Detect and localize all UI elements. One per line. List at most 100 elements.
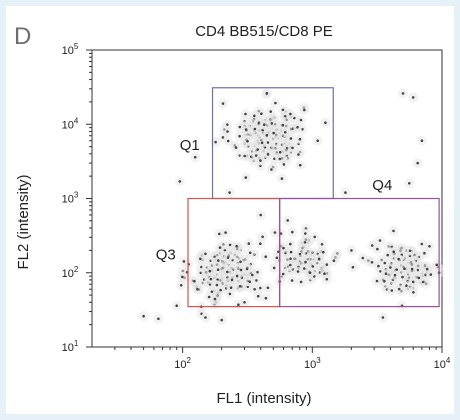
event-point: [429, 273, 433, 276]
event-point: [420, 139, 424, 142]
event-point: [390, 289, 394, 292]
y-tick-label: 102: [62, 265, 79, 280]
event-point: [325, 263, 329, 266]
event-point: [218, 246, 222, 249]
event-point: [224, 231, 227, 234]
event-point: [298, 252, 302, 256]
event-point: [425, 267, 429, 271]
event-point: [230, 278, 234, 282]
y-axis-label: FL2 (intensity): [15, 174, 32, 269]
event-point: [245, 267, 249, 271]
event-point: [275, 256, 279, 260]
event-point: [248, 251, 252, 255]
event-point: [299, 280, 303, 284]
event-point: [193, 155, 197, 159]
event-point: [175, 304, 178, 308]
panel-letter: D: [14, 23, 31, 50]
event-point: [228, 243, 232, 247]
event-point: [228, 191, 231, 194]
event-point: [255, 279, 258, 282]
gate-label-q1: Q1: [180, 137, 200, 154]
event-point: [281, 272, 285, 276]
event-point: [324, 121, 327, 124]
event-point: [262, 123, 266, 126]
event-point: [289, 250, 293, 254]
event-point: [256, 294, 260, 298]
event-point: [272, 266, 276, 270]
event-point: [238, 134, 241, 138]
event-point: [251, 273, 254, 277]
event-point: [393, 273, 397, 277]
event-point: [351, 265, 355, 269]
event-point: [273, 231, 277, 234]
event-point: [411, 96, 415, 99]
event-point: [266, 141, 270, 144]
gate-q4: [279, 197, 440, 308]
event-point: [298, 137, 302, 141]
event-point: [286, 219, 290, 222]
event-point: [308, 271, 312, 275]
event-point: [226, 130, 229, 133]
event-point: [325, 277, 329, 281]
event-point: [403, 267, 406, 271]
panel-background: [6, 6, 454, 414]
event-point: [265, 133, 269, 137]
event-point: [298, 163, 302, 167]
event-point: [281, 108, 285, 112]
event-point: [392, 229, 395, 233]
event-point: [216, 268, 220, 272]
x-tick-label: 102: [174, 356, 191, 371]
event-point: [265, 91, 269, 95]
event-point: [215, 283, 219, 287]
event-point: [289, 112, 292, 116]
event-point: [261, 235, 264, 239]
event-point: [228, 292, 232, 296]
event-point: [226, 256, 230, 259]
event-point: [389, 266, 392, 269]
event-point: [392, 250, 396, 253]
event-point: [386, 253, 390, 257]
event-point: [209, 277, 213, 281]
event-point: [350, 249, 353, 252]
plot-area: 102 103 104 101 102 103 104 105 Q1 Q3 Q4: [62, 42, 451, 371]
event-point: [410, 267, 414, 271]
event-point: [243, 154, 246, 158]
event-point: [243, 301, 246, 304]
event-point: [199, 257, 202, 261]
event-point: [214, 140, 217, 144]
event-point: [420, 242, 424, 246]
event-point: [304, 260, 307, 264]
event-point: [290, 279, 294, 282]
event-point: [378, 239, 382, 242]
chart-title: CD4 BB515/CD8 PE: [195, 23, 333, 40]
event-point: [435, 263, 439, 267]
event-point: [289, 242, 292, 246]
event-point: [278, 157, 282, 161]
event-point: [397, 287, 401, 291]
event-point: [266, 153, 270, 156]
event-point: [254, 154, 258, 157]
event-point: [259, 159, 262, 162]
event-point: [269, 110, 273, 113]
gate-label-q3: Q3: [156, 247, 176, 264]
event-point: [208, 269, 212, 273]
event-point: [234, 146, 238, 149]
event-point: [235, 274, 239, 278]
event-point: [238, 285, 242, 288]
event-point: [226, 270, 229, 274]
event-point: [322, 250, 325, 254]
event-point: [281, 123, 285, 127]
gate-label-q4: Q4: [372, 177, 392, 194]
event-point: [320, 243, 324, 246]
event-point: [248, 280, 251, 284]
event-point: [193, 279, 196, 283]
event-point: [266, 286, 270, 290]
x-tick-label: 103: [304, 356, 321, 371]
event-point: [291, 146, 294, 150]
y-tick-label: 105: [62, 42, 79, 57]
event-point: [361, 256, 365, 260]
event-point: [282, 246, 285, 250]
event-point: [253, 114, 256, 118]
event-point: [253, 127, 257, 131]
event-point: [274, 101, 277, 105]
